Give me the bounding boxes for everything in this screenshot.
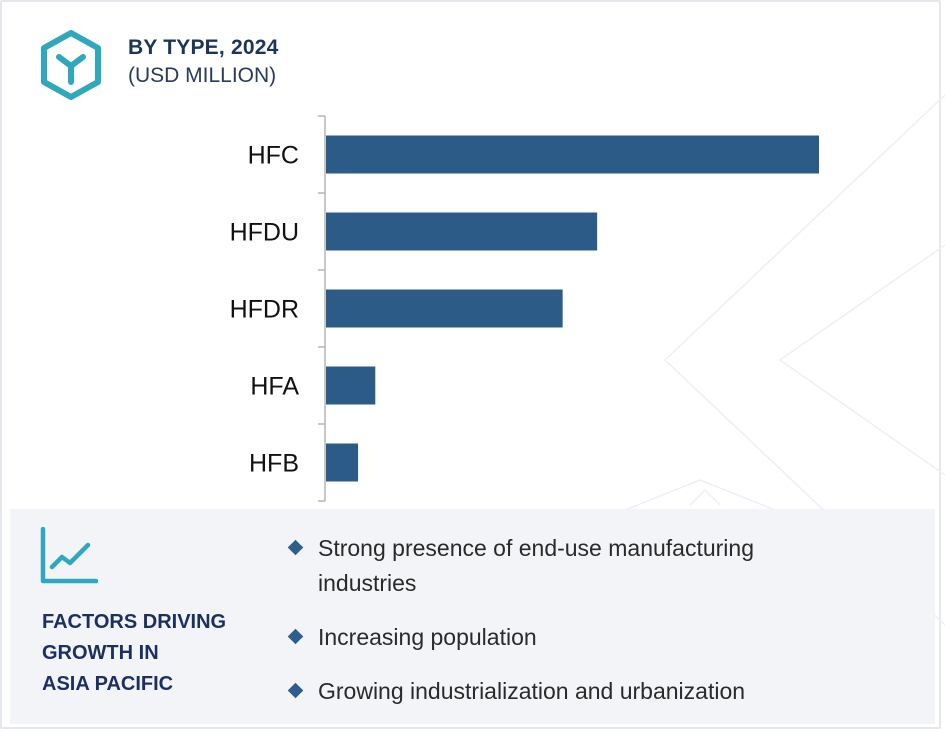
factor-item: Strong presence of end-use manufacturing… — [287, 531, 848, 601]
hexagon-y-icon — [41, 30, 101, 100]
factors-title-line-3: ASIA PACIFIC — [42, 673, 174, 695]
category-label-hfa: HFA — [250, 373, 299, 401]
factors-title-line-1: FACTORS DRIVING — [42, 611, 227, 633]
category-label-hfdu: HFDU — [230, 219, 299, 247]
diamond-bullet-icon — [287, 539, 304, 556]
category-label-hfc: HFC — [248, 142, 299, 170]
chart-title: BY TYPE, 2024 — [128, 36, 279, 59]
diamond-bullet-icon — [287, 628, 304, 645]
factor-item-text: Increasing population — [318, 624, 537, 650]
chart-title-block: BY TYPE, 2024 (USD MILLION) — [128, 36, 278, 88]
bar-hfc — [326, 135, 819, 174]
factors-title: FACTORS DRIVING GROWTH IN ASIA PACIFIC — [42, 607, 226, 700]
category-label-hfb: HFB — [249, 450, 299, 478]
bar-hfdr — [326, 289, 563, 328]
trend-line-chart-icon — [40, 527, 98, 584]
bar-hfb — [326, 443, 359, 482]
factors-panel: FACTORS DRIVING GROWTH IN ASIA PACIFIC S… — [10, 509, 935, 724]
factor-item: Increasing population — [287, 620, 848, 655]
bar-chart: HFC HFDU HFDR HFA HFB — [230, 115, 819, 502]
diamond-bullet-icon — [287, 682, 304, 699]
factors-title-line-2: GROWTH IN — [42, 642, 159, 664]
category-label-hfdr: HFDR — [230, 296, 299, 324]
factor-item: Growing industrialization and urbanizati… — [287, 674, 848, 709]
bar-hfdu — [326, 212, 598, 251]
bar-hfa — [326, 366, 376, 405]
factor-item-text: Strong presence of end-use manufacturing… — [318, 535, 754, 596]
factors-list: Strong presence of end-use manufacturing… — [287, 531, 848, 709]
factor-item-text: Growing industrialization and urbanizati… — [318, 678, 746, 704]
chart-subtitle: (USD MILLION) — [128, 64, 277, 87]
